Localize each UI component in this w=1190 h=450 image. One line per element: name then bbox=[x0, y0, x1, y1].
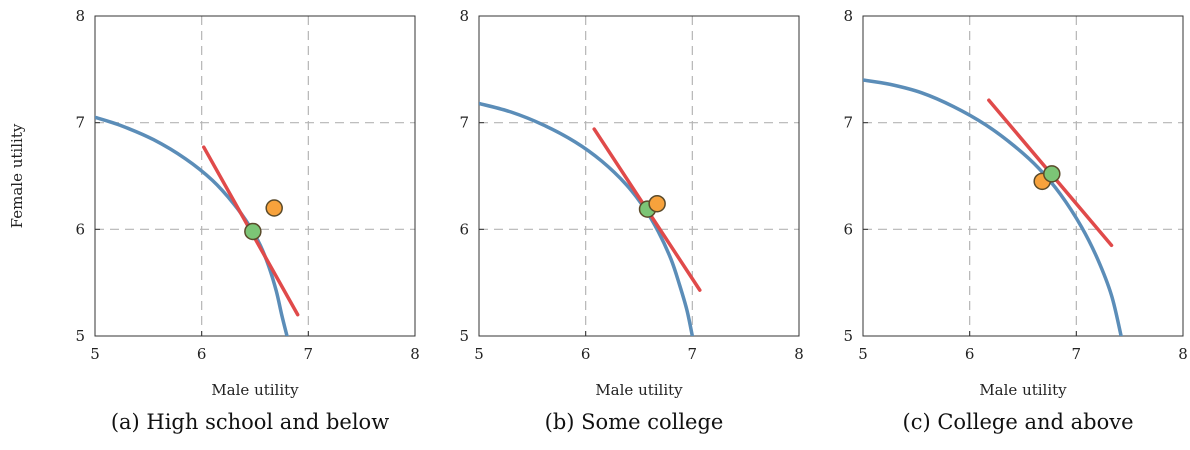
chart-panel: 5 6 7 8 5 6 7 8 Male utility (c) College and abov… bbox=[843, 7, 1187, 434]
x-tick-label: 5 bbox=[858, 345, 868, 363]
green-point bbox=[1043, 165, 1061, 183]
green-point bbox=[244, 222, 262, 241]
panel-caption: (c) College and above bbox=[903, 410, 1134, 434]
y-tick-label: 6 bbox=[459, 220, 469, 238]
plot-frame bbox=[478, 15, 800, 337]
orange-point bbox=[648, 194, 666, 213]
x-tick-label: 5 bbox=[90, 345, 100, 363]
y-tick-label: 6 bbox=[75, 220, 85, 238]
x-axis-label: Male utility bbox=[595, 381, 683, 399]
x-tick-label: 5 bbox=[474, 345, 484, 363]
x-tick-label: 6 bbox=[581, 345, 591, 363]
y-tick-label: 8 bbox=[459, 7, 469, 25]
y-tick-label: 6 bbox=[843, 220, 853, 238]
x-tick-label: 6 bbox=[197, 345, 207, 363]
x-axis-label: Male utility bbox=[211, 381, 299, 399]
x-axis-label: Male utility bbox=[979, 381, 1067, 399]
plot-frame bbox=[862, 15, 1184, 337]
panel-caption: (a) High school and below bbox=[111, 410, 389, 434]
x-tick-label: 7 bbox=[688, 345, 698, 363]
x-tick-label: 8 bbox=[410, 345, 420, 363]
x-tick-label: 8 bbox=[794, 345, 804, 363]
x-tick-label: 6 bbox=[965, 345, 975, 363]
panel-caption: (b) Some college bbox=[545, 410, 724, 434]
y-tick-label: 5 bbox=[843, 327, 853, 345]
chart-panel: 5 6 7 8 5 6 7 8 Male utility (b) Some college bbox=[459, 7, 803, 434]
y-tick-label: 7 bbox=[75, 114, 85, 132]
frontier-curve bbox=[479, 101, 695, 336]
y-tick-label: 7 bbox=[459, 114, 469, 132]
chart-panels: 5 6 7 8 5 6 7 8 Male utility (a) High school and … bbox=[75, 7, 1187, 434]
y-tick-label: 8 bbox=[75, 7, 85, 25]
plot-data bbox=[863, 78, 1123, 336]
chart-panel: 5 6 7 8 5 6 7 8 Male utility (a) High school and … bbox=[75, 7, 419, 434]
plot-frame bbox=[94, 15, 416, 337]
y-tick-label: 5 bbox=[459, 327, 469, 345]
orange-point bbox=[265, 199, 283, 217]
plot-data bbox=[95, 115, 300, 336]
y-tick-label: 5 bbox=[75, 327, 85, 345]
x-tick-label: 8 bbox=[1178, 345, 1188, 363]
x-tick-label: 7 bbox=[1072, 345, 1082, 363]
plot-data bbox=[479, 101, 702, 336]
y-axis-label: Female utility bbox=[8, 123, 26, 228]
y-tick-label: 7 bbox=[843, 114, 853, 132]
frontier-curve bbox=[863, 78, 1123, 336]
y-tick-label: 8 bbox=[843, 7, 853, 25]
x-tick-label: 7 bbox=[304, 345, 314, 363]
